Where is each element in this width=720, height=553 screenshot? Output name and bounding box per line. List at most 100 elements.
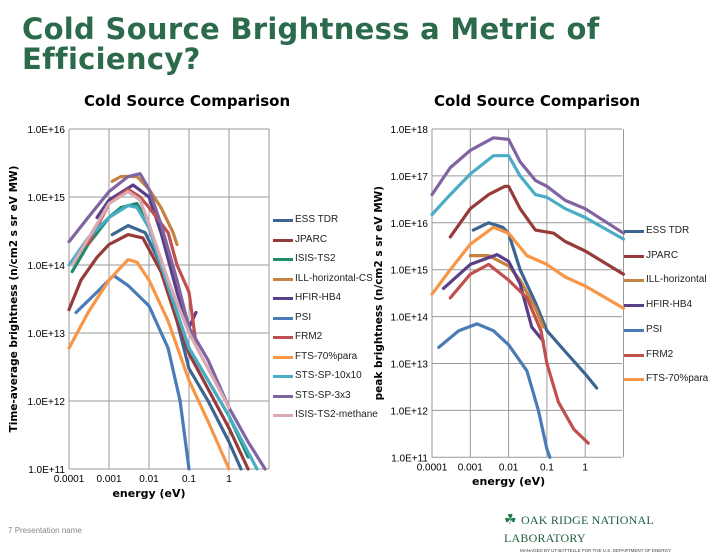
legend-label: PSI [646, 323, 663, 335]
y-tick-label: 1.0E+15 [27, 193, 65, 204]
legend-item: JPARC [273, 234, 327, 245]
legend-label: ISIS-TS2 [295, 253, 336, 264]
chart-title-left: Cold Source Comparison [84, 92, 291, 110]
legend-swatch [624, 353, 644, 357]
logo-subtext: MANAGED BY UT-BATTELLE FOR THE U.S. DEPA… [520, 548, 672, 553]
series-line-psi [437, 322, 552, 459]
legend-item: HFIR-HB4 [624, 299, 710, 310]
legend-item: PSI [624, 324, 710, 335]
legend-swatch [624, 254, 644, 258]
chart-title-right: Cold Source Comparison [434, 92, 641, 110]
legend-item: ILL-horizontal [624, 274, 710, 285]
x-tick-label: 1 [582, 462, 588, 473]
x-axis-label: energy (eV) [112, 487, 185, 500]
legend-swatch [624, 230, 644, 233]
page-number: 7 [8, 526, 13, 535]
legend-item: HFIR-HB4 [273, 292, 341, 303]
y-tick-label: 1.0E+16 [27, 125, 65, 136]
x-tick-label: 0.1 [182, 474, 196, 485]
legend-swatch [273, 394, 293, 398]
legend-label: PSI [295, 311, 312, 323]
series-line-fts-70-para [430, 225, 626, 310]
legend-item: FTS-70%para [273, 351, 357, 362]
legend-label: ILL-horizontal-CS [295, 272, 373, 284]
y-tick-label: 1.0E+13 [390, 360, 428, 371]
ornl-logo: ☘ OAK RIDGE NATIONAL LABORATORY MANAGED … [504, 511, 720, 553]
series-line-jparc [67, 233, 250, 471]
x-tick-label: 1 [226, 474, 232, 485]
legend-item: STS-SP-10x10 [273, 370, 362, 381]
slide-title: Cold Source Brightness a Metric of Effic… [22, 12, 600, 76]
legend-item: FTS-70%para [624, 373, 710, 384]
y-tick-label: 1.0E+18 [390, 125, 428, 136]
y-tick-label: 1.0E+15 [390, 266, 428, 277]
time-average-brightness-chart: 1.0E+11 1.0E+12 1.0E+13 1.0E+14 1.0E+15 1.0E+… [8, 125, 270, 500]
legend-label: FRM2 [646, 348, 674, 360]
presentation-name: Presentation name [14, 526, 82, 535]
legend-swatch [273, 355, 293, 359]
legend-swatch [624, 378, 644, 382]
legend-item: FRM2 [624, 349, 710, 360]
y-axis-label: Time-average brightness (n/cm2 s sr eV M… [8, 166, 20, 433]
legend-item: ISIS-TS2 [273, 253, 336, 264]
series-line-isis-ts2-methane [70, 190, 231, 410]
legend-item: ESS TDR [273, 214, 338, 225]
x-tick-label: 0.001 [96, 474, 121, 485]
x-tick-label: 0.001 [458, 462, 483, 473]
y-tick-label: 1.0E+14 [390, 313, 428, 324]
footer-presentation: 7 Presentation name [8, 526, 82, 535]
legend-swatch [273, 238, 293, 242]
series-line-unlabeled-1 [430, 154, 626, 241]
oak-leaf-icon: ☘ [504, 511, 517, 527]
legend-label: HFIR-HB4 [646, 299, 693, 311]
legend-item: JPARC [624, 250, 710, 261]
legend-swatch [273, 375, 293, 378]
x-tick-label: 0.01 [499, 462, 519, 473]
series-line-psi [74, 273, 191, 471]
x-tick-label: 0.0001 [417, 462, 448, 473]
legend-item: ESS TDR [624, 225, 710, 236]
legend-label: STS-SP-10x10 [295, 370, 362, 381]
legend-item: ISIS-TS2-methane [273, 409, 378, 420]
legend-label: FRM2 [295, 331, 323, 342]
y-tick-label: 1.0E+13 [27, 329, 65, 340]
series-line-unlabeled-0 [430, 136, 626, 235]
series-line-frm2 [448, 262, 590, 445]
legend-label: STS-SP-3x3 [295, 389, 351, 401]
logo-text: OAK RIDGE NATIONAL LABORATORY [504, 513, 654, 545]
x-tick-label: 0.01 [139, 474, 159, 485]
legend-swatch [624, 279, 644, 283]
legend-item: STS-SP-3x3 [273, 390, 351, 401]
legend-label: FTS-70%para [295, 350, 358, 362]
legend-swatch [273, 277, 293, 281]
legend-swatch [273, 414, 293, 417]
legend-swatch [273, 258, 293, 261]
legend-label: ILL-horizontal [646, 274, 707, 286]
legend-label: FTS-70%para [646, 373, 709, 385]
y-tick-label: 1.0E+12 [390, 406, 428, 417]
series-line-ess-tdr [471, 221, 599, 390]
legend-swatch [624, 304, 644, 308]
x-axis-label: energy (eV) [472, 475, 545, 488]
legend-label: HFIR-HB4 [295, 292, 342, 303]
legend-item: ILL-horizontal-CS [273, 273, 373, 284]
legend-item: FRM2 [273, 331, 322, 342]
legend-item: PSI [273, 312, 311, 323]
y-tick-label: 1.0E+14 [27, 261, 65, 272]
y-tick-label: 1.0E+16 [390, 219, 428, 230]
legend-swatch [273, 336, 293, 339]
series-line-hfir-hb4 [441, 253, 545, 343]
y-tick-label: 1.0E+11 [391, 453, 428, 464]
y-tick-label: 1.0E+12 [27, 397, 65, 408]
legend-swatch [273, 297, 293, 300]
y-tick-label: 1.0E+17 [390, 172, 428, 183]
series-line-fts-70-para [67, 258, 231, 471]
y-tick-label: 1.0E+11 [28, 465, 65, 476]
x-tick-label: 0.0001 [54, 474, 85, 485]
y-axis-label: peak brightness (n/cm2 s sr eV MW) [373, 186, 385, 400]
legend-label: ISIS-TS2-methane [295, 409, 378, 420]
legend-swatch [624, 328, 644, 332]
legend-label: JPARC [646, 249, 679, 261]
x-tick-label: 0.1 [540, 462, 554, 473]
legend-swatch [273, 316, 293, 320]
